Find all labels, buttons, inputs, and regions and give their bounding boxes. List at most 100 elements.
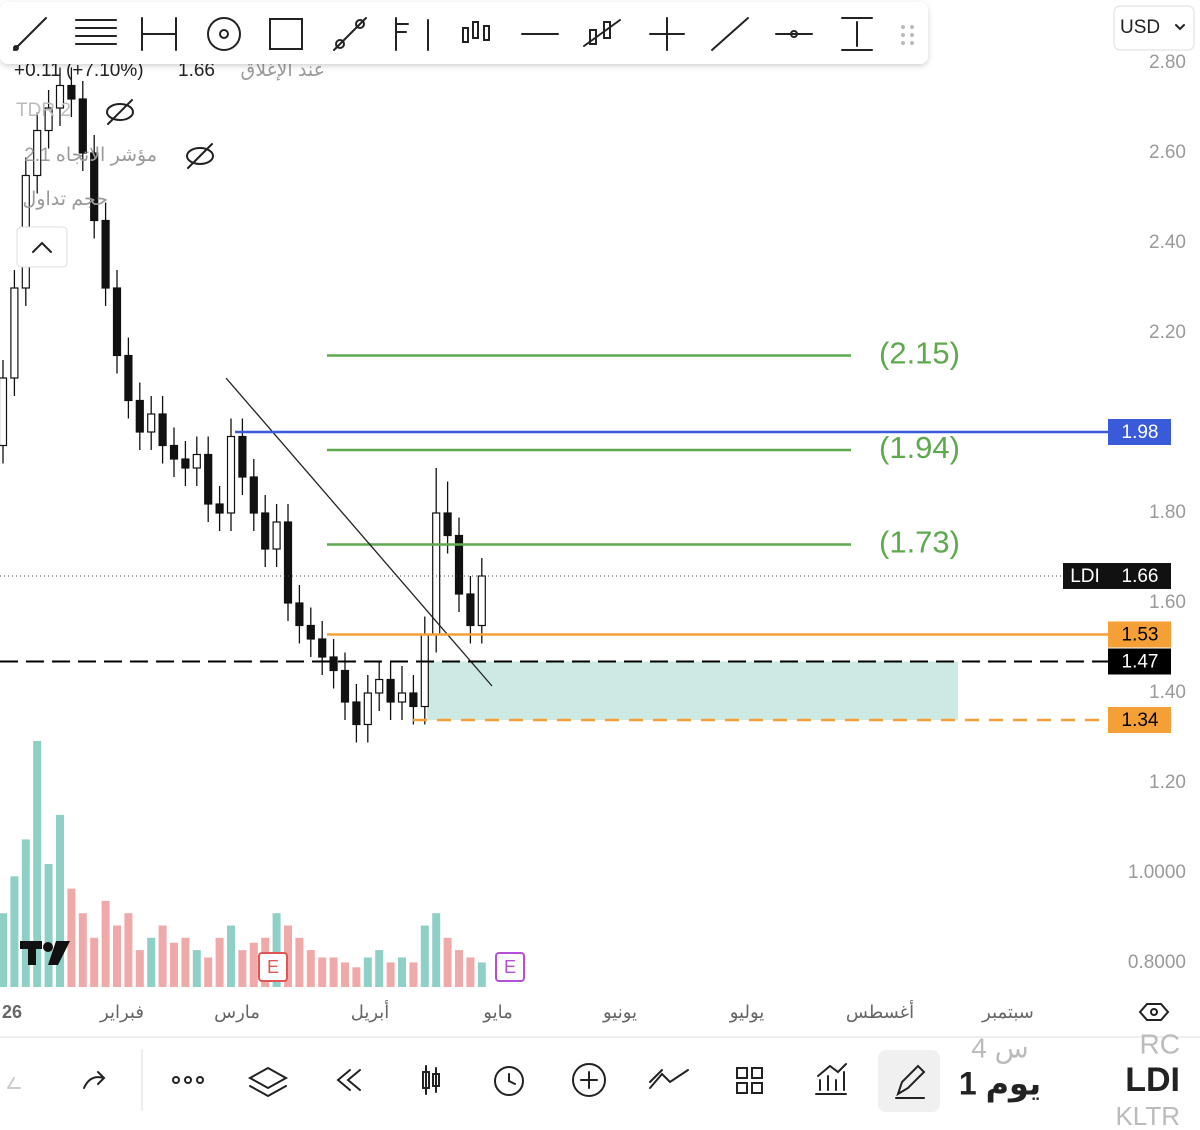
volume-bar	[249, 942, 258, 987]
price-label-box	[1108, 419, 1171, 445]
volume-bar	[341, 962, 349, 987]
candle-body	[318, 638, 327, 658]
x-tick-label: مارس	[214, 1002, 260, 1022]
tool-icons[interactable]	[13, 17, 873, 51]
bottom-toolbar: 4 س 1 يوم RC LDI KLTR	[0, 1028, 1200, 1130]
volume-bar	[318, 957, 327, 987]
volume-bar	[124, 913, 133, 987]
collapse-icon	[32, 241, 52, 253]
candle-body	[295, 602, 304, 627]
volume-bar	[147, 937, 156, 987]
hide-icon[interactable]	[106, 99, 134, 125]
candle-body	[363, 692, 372, 726]
drag-handle[interactable]	[901, 25, 914, 45]
candle-body	[261, 512, 270, 550]
event-marker	[258, 952, 288, 982]
symbol[interactable]: LDI	[1125, 1061, 1180, 1099]
candle-body	[0, 377, 8, 447]
candle-body	[10, 287, 19, 379]
volume-bar	[0, 913, 7, 987]
price-label: 1.53	[1122, 625, 1159, 646]
draw-button[interactable]	[878, 1050, 940, 1112]
event-marker	[495, 952, 525, 982]
y-tick-label: 2.20	[1149, 322, 1186, 343]
candle-body	[397, 692, 407, 703]
volume-bar	[181, 937, 190, 987]
candle-body	[135, 399, 144, 433]
currency: USD	[1120, 17, 1160, 38]
volume-bar	[192, 950, 201, 987]
settings-button[interactable]	[1138, 1003, 1170, 1021]
volume-bar	[295, 937, 304, 987]
candle-body	[272, 521, 281, 550]
bottom-icons[interactable]	[7, 1049, 847, 1111]
candle-body	[215, 503, 224, 514]
volume-bar	[443, 937, 452, 987]
volume-bar	[170, 942, 178, 987]
candle-body	[33, 129, 42, 177]
volume-bar	[10, 876, 19, 987]
price-label-box	[1108, 563, 1171, 589]
candle-body	[112, 287, 122, 357]
price-axis: 2.80 2.60 2.40 2.20 1.80 1.60 1.40 1.20 1.0000 0.…	[1100, 52, 1186, 973]
candle-body	[226, 435, 236, 514]
volume-bar	[158, 925, 167, 987]
volume-bar	[204, 957, 213, 987]
candle-body	[409, 692, 418, 708]
y-tick-label: 0.8000	[1128, 952, 1186, 973]
volume-bar	[375, 950, 384, 987]
volume-bar	[21, 839, 30, 987]
fib-label: (1.73)	[879, 525, 960, 560]
volume-bar	[306, 950, 315, 987]
volume-bar	[33, 741, 42, 987]
volume-bar	[135, 950, 144, 987]
candle-body	[78, 98, 87, 154]
candle-body	[420, 633, 429, 708]
y-tick-label: 1.60	[1149, 592, 1186, 613]
y-tick-label: 2.80	[1149, 52, 1186, 73]
hide-icon[interactable]	[186, 143, 214, 169]
x-tick-label: 26	[2, 1002, 22, 1022]
indicator: TDR 2	[16, 100, 71, 121]
candle-body	[306, 624, 315, 640]
candle-body	[432, 512, 441, 636]
x-tick-label: يونيو	[602, 1002, 637, 1023]
candle-body	[249, 476, 258, 514]
chart-pane[interactable]	[0, 67, 958, 988]
indicator: مؤشر الاتجاه 2.1	[24, 145, 157, 166]
candle-body	[158, 413, 167, 447]
volume-bar	[272, 913, 281, 987]
candle-body	[101, 219, 110, 289]
candle-body	[124, 354, 133, 402]
x-tick-label: مايو	[482, 1002, 512, 1023]
x-tick-label: يوليو	[729, 1002, 765, 1023]
target-zone	[427, 661, 958, 720]
candle-body	[55, 84, 65, 109]
volume-bar	[329, 957, 338, 987]
collapse-button[interactable]	[16, 226, 68, 268]
x-tick-label: فبراير	[99, 1002, 144, 1023]
volume-bar	[477, 962, 486, 987]
currency-button[interactable]	[1113, 5, 1195, 51]
volume-bar	[113, 925, 121, 987]
volume-bar	[44, 864, 53, 987]
volume-bar	[409, 962, 418, 987]
candle-body	[169, 444, 179, 460]
interval[interactable]: 1 يوم	[959, 1065, 1041, 1102]
price-label: 1.47	[1122, 652, 1159, 673]
candle-body	[283, 521, 293, 604]
candle-body	[238, 435, 247, 478]
x-tick-label: سبتمبر	[981, 1002, 1034, 1023]
candle-body	[352, 701, 361, 726]
candle-body	[329, 656, 338, 672]
volume-bar	[432, 913, 441, 987]
candle-body	[454, 534, 464, 595]
volume-bar	[420, 925, 429, 987]
volume-bar	[56, 814, 64, 987]
y-tick-label: 1.20	[1149, 772, 1186, 793]
volume-bar	[398, 957, 406, 987]
candle-body	[466, 593, 475, 627]
price-label-box	[1108, 621, 1171, 648]
x-tick-label: أبريل	[351, 1000, 390, 1023]
